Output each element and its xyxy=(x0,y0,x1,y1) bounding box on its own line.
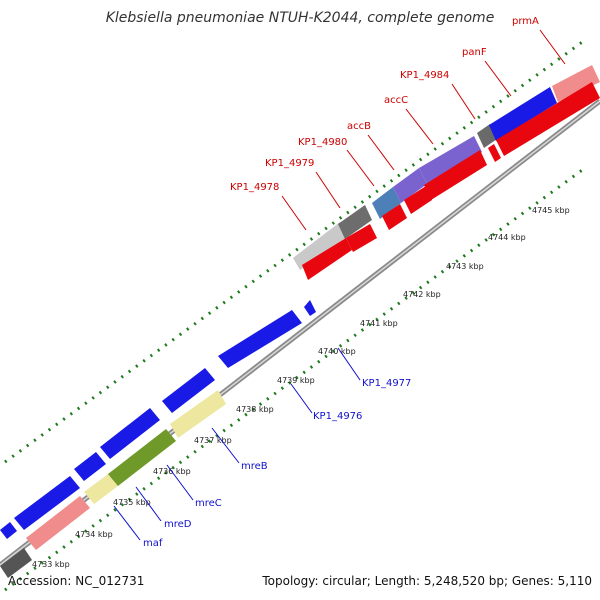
gene-label-kp1_4979[interactable]: KP1_4979 xyxy=(265,158,314,169)
gene-feature[interactable] xyxy=(26,496,90,550)
callout-line xyxy=(539,29,566,65)
gene-feature[interactable] xyxy=(338,205,372,239)
lower-gene-lane xyxy=(0,82,600,578)
scale-label: 4733 kbp xyxy=(32,560,70,569)
scale-label: 4739 kbp xyxy=(277,376,315,385)
callout-line xyxy=(135,486,162,522)
scale-label: 4734 kbp xyxy=(75,530,113,539)
gene-label-kp1_4976[interactable]: KP1_4976 xyxy=(313,411,362,422)
gene-label-kp1_4978[interactable]: KP1_4978 xyxy=(230,182,279,193)
gene-feature[interactable] xyxy=(74,452,106,481)
gene-feature[interactable] xyxy=(304,300,316,316)
callout-line xyxy=(484,60,512,97)
scale-label: 4740 kbp xyxy=(318,347,356,356)
scale-label: 4738 kbp xyxy=(236,405,274,414)
gene-label-mred[interactable]: mreD xyxy=(164,519,192,530)
gene-label-accb[interactable]: accB xyxy=(347,121,371,132)
callout-line xyxy=(290,383,313,414)
accession-text: Accession: NC_012731 xyxy=(8,574,145,588)
scale-label: 4741 kbp xyxy=(360,319,398,328)
scale-label: 4745 kbp xyxy=(532,206,570,215)
callout-line xyxy=(315,171,341,209)
gene-label-mreb[interactable]: mreB xyxy=(241,461,268,472)
gene-feature[interactable] xyxy=(419,136,482,184)
scale-label: 4737 kbp xyxy=(194,436,232,445)
gene-feature[interactable] xyxy=(382,204,407,230)
gene-feature[interactable] xyxy=(372,187,401,219)
gene-label-prma[interactable]: prmA xyxy=(512,16,539,27)
upper-gene-lane xyxy=(0,65,600,539)
gene-feature[interactable] xyxy=(108,429,176,486)
gene-label-kp1_4980[interactable]: KP1_4980 xyxy=(298,137,347,148)
callout-line xyxy=(405,108,434,145)
gene-feature[interactable] xyxy=(0,522,17,539)
callout-line xyxy=(281,195,307,231)
scale-label: 4742 kbp xyxy=(403,290,441,299)
gene-feature[interactable] xyxy=(488,144,501,162)
gene-feature[interactable] xyxy=(302,238,352,280)
gene-feature[interactable] xyxy=(162,368,215,413)
gene-feature[interactable] xyxy=(393,168,427,203)
gene-feature[interactable] xyxy=(496,82,600,156)
gene-label-kp1_4984[interactable]: KP1_4984 xyxy=(400,70,449,81)
gene-label-kp1_4977[interactable]: KP1_4977 xyxy=(362,378,411,389)
callout-line xyxy=(337,347,361,381)
gene-label-accc[interactable]: accC xyxy=(384,95,408,106)
callout-line xyxy=(211,427,240,464)
gene-feature[interactable] xyxy=(293,222,347,270)
gene-feature[interactable] xyxy=(14,476,80,530)
callout-line xyxy=(113,505,141,541)
callout-line xyxy=(367,134,395,171)
gene-feature[interactable] xyxy=(100,408,160,459)
gene-feature[interactable] xyxy=(170,390,226,438)
gene-feature[interactable] xyxy=(404,186,432,214)
scale-label: 4744 kbp xyxy=(488,233,526,242)
gene-label-maf[interactable]: maf xyxy=(143,538,163,549)
callout-line xyxy=(346,149,375,187)
callout-line xyxy=(451,83,476,120)
gene-feature[interactable] xyxy=(424,150,487,200)
topology-text: Topology: circular; Length: 5,248,520 bp… xyxy=(262,574,592,588)
gene-feature[interactable] xyxy=(346,224,377,252)
map-title: Klebsiella pneumoniae NTUH-K2044, comple… xyxy=(105,10,495,26)
scale-label: 4735 kbp xyxy=(113,498,151,507)
gene-feature[interactable] xyxy=(489,87,557,141)
callout-line xyxy=(166,464,194,501)
gene-feature[interactable] xyxy=(0,548,32,578)
gene-label-mrec[interactable]: mreC xyxy=(195,498,222,509)
gene-feature[interactable] xyxy=(218,310,302,368)
scale-label: 4743 kbp xyxy=(446,262,484,271)
gene-label-panf[interactable]: panF xyxy=(462,47,487,58)
gene-feature[interactable] xyxy=(552,65,600,102)
outer-tick-band xyxy=(4,38,586,464)
gene-feature[interactable] xyxy=(84,474,118,504)
